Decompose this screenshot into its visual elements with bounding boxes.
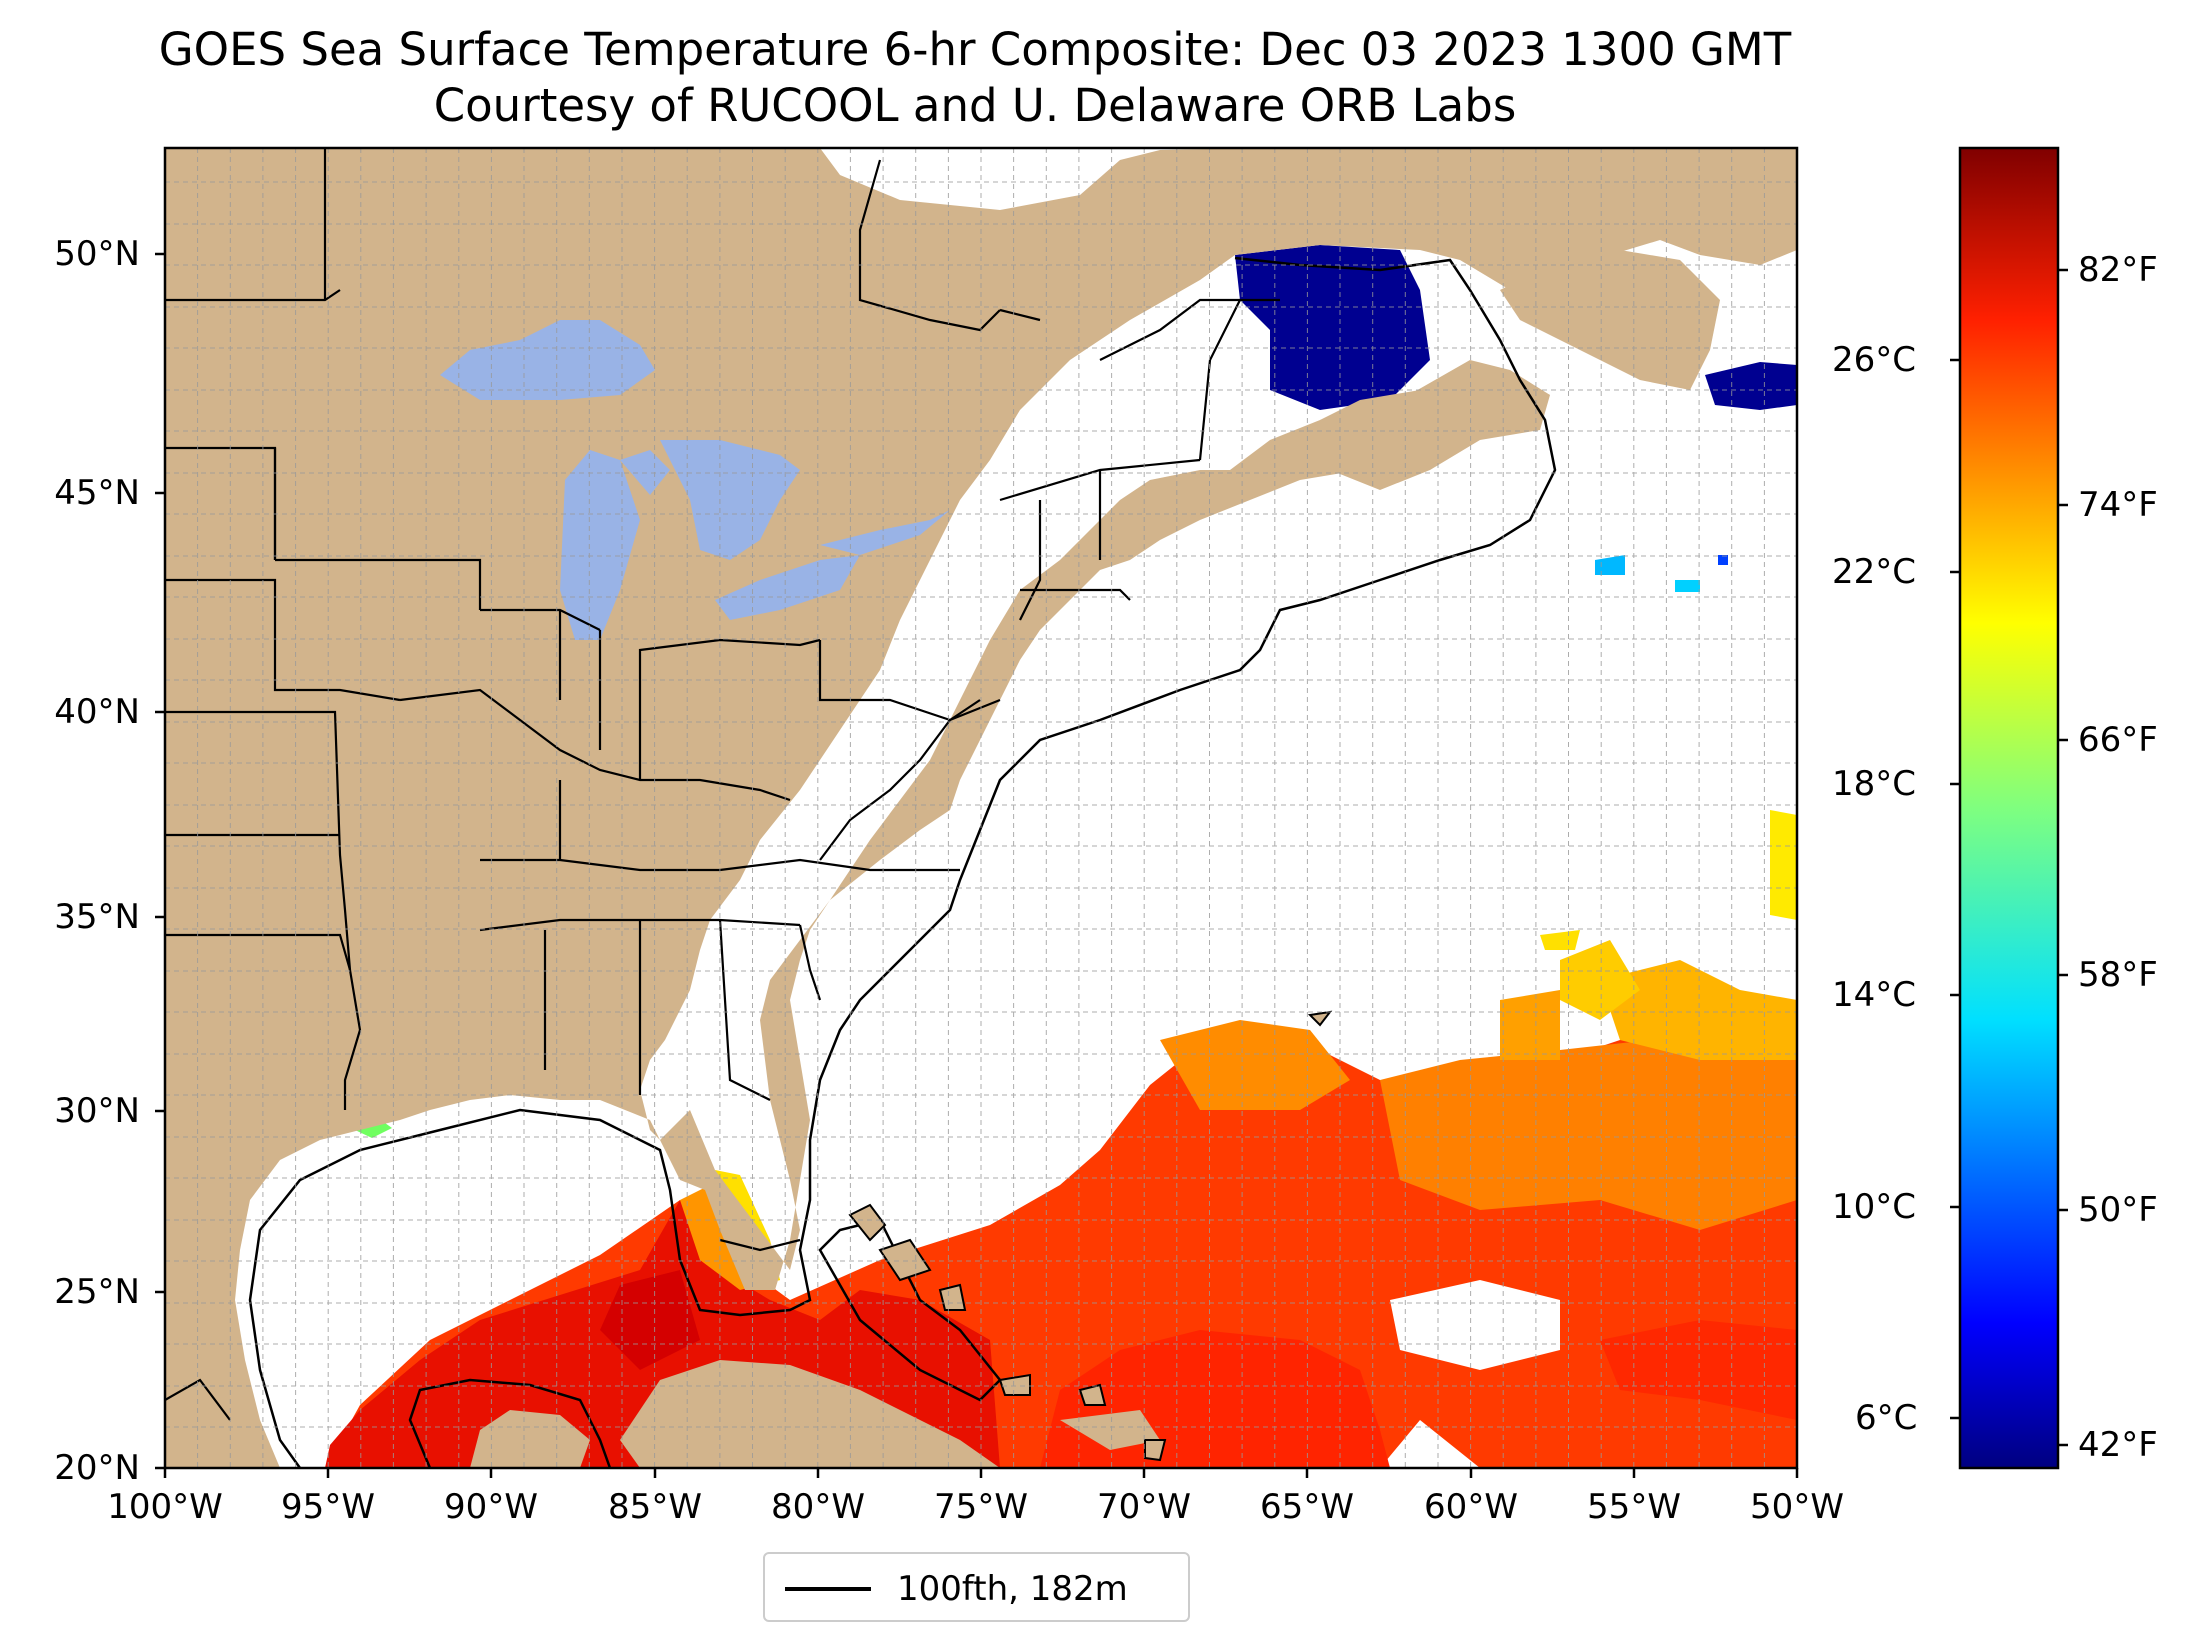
lon-tick: 100°W [107, 1487, 223, 1527]
political-borders [165, 148, 1280, 1421]
land-canada-maritimes [1320, 380, 1550, 490]
colorbar-fahrenheit-tick: 42°F [2078, 1425, 2158, 1465]
legend-label: 100fth, 182m [897, 1569, 1128, 1609]
lon-tick: 60°W [1424, 1487, 1518, 1527]
colorbar-celsius-tick: 26°C [1832, 340, 1917, 380]
lon-tick: 95°W [281, 1487, 375, 1527]
lat-tick: 45°N [54, 473, 140, 513]
colorbar-celsius-tick: 6°C [1855, 1398, 1918, 1438]
gridlines [165, 148, 1797, 1468]
lon-tick: 90°W [444, 1487, 538, 1527]
legend: 100fth, 182m [763, 1552, 1190, 1622]
colorbar-fahrenheit-tick: 50°F [2078, 1190, 2158, 1230]
chart-subtitle: Courtesy of RUCOOL and U. Delaware ORB L… [433, 79, 1517, 132]
colorbar-celsius-tick: 22°C [1832, 552, 1917, 592]
legend-line-swatch [785, 1587, 871, 1591]
land-newfoundland [1500, 250, 1720, 390]
lon-tick: 70°W [1097, 1487, 1191, 1527]
colorbar [1958, 146, 2060, 1470]
lat-tick: 30°N [54, 1091, 140, 1131]
colorbar-fahrenheit-tick: 66°F [2078, 720, 2158, 760]
colorbar-celsius-tick: 18°C [1832, 764, 1917, 804]
lon-tick: 85°W [608, 1487, 702, 1527]
lat-tick: 35°N [54, 897, 140, 937]
lon-tick: 55°W [1587, 1487, 1681, 1527]
colorbar-fahrenheit-tick: 82°F [2078, 250, 2158, 290]
isobath-100fth [248, 256, 1557, 1468]
colorbar-celsius-tick: 14°C [1832, 975, 1917, 1015]
lat-tick: 20°N [54, 1448, 140, 1488]
sst-data [325, 245, 1797, 1468]
land-yucatan [470, 1410, 590, 1468]
lakes [440, 320, 950, 640]
lat-tick: 25°N [54, 1272, 140, 1312]
lat-tick: 40°N [54, 692, 140, 732]
lon-tick: 65°W [1260, 1487, 1354, 1527]
lon-tick: 75°W [934, 1487, 1028, 1527]
chart-title: GOES Sea Surface Temperature 6-hr Compos… [158, 23, 1792, 76]
land-cuba [620, 1360, 1000, 1468]
colorbar-fahrenheit-tick: 58°F [2078, 955, 2158, 995]
lat-tick: 50°N [54, 234, 140, 274]
colorbar-fahrenheit-tick: 74°F [2078, 485, 2158, 525]
lon-tick: 50°W [1750, 1487, 1844, 1527]
lon-tick: 80°W [771, 1487, 865, 1527]
colorbar-celsius-tick: 10°C [1832, 1187, 1917, 1227]
